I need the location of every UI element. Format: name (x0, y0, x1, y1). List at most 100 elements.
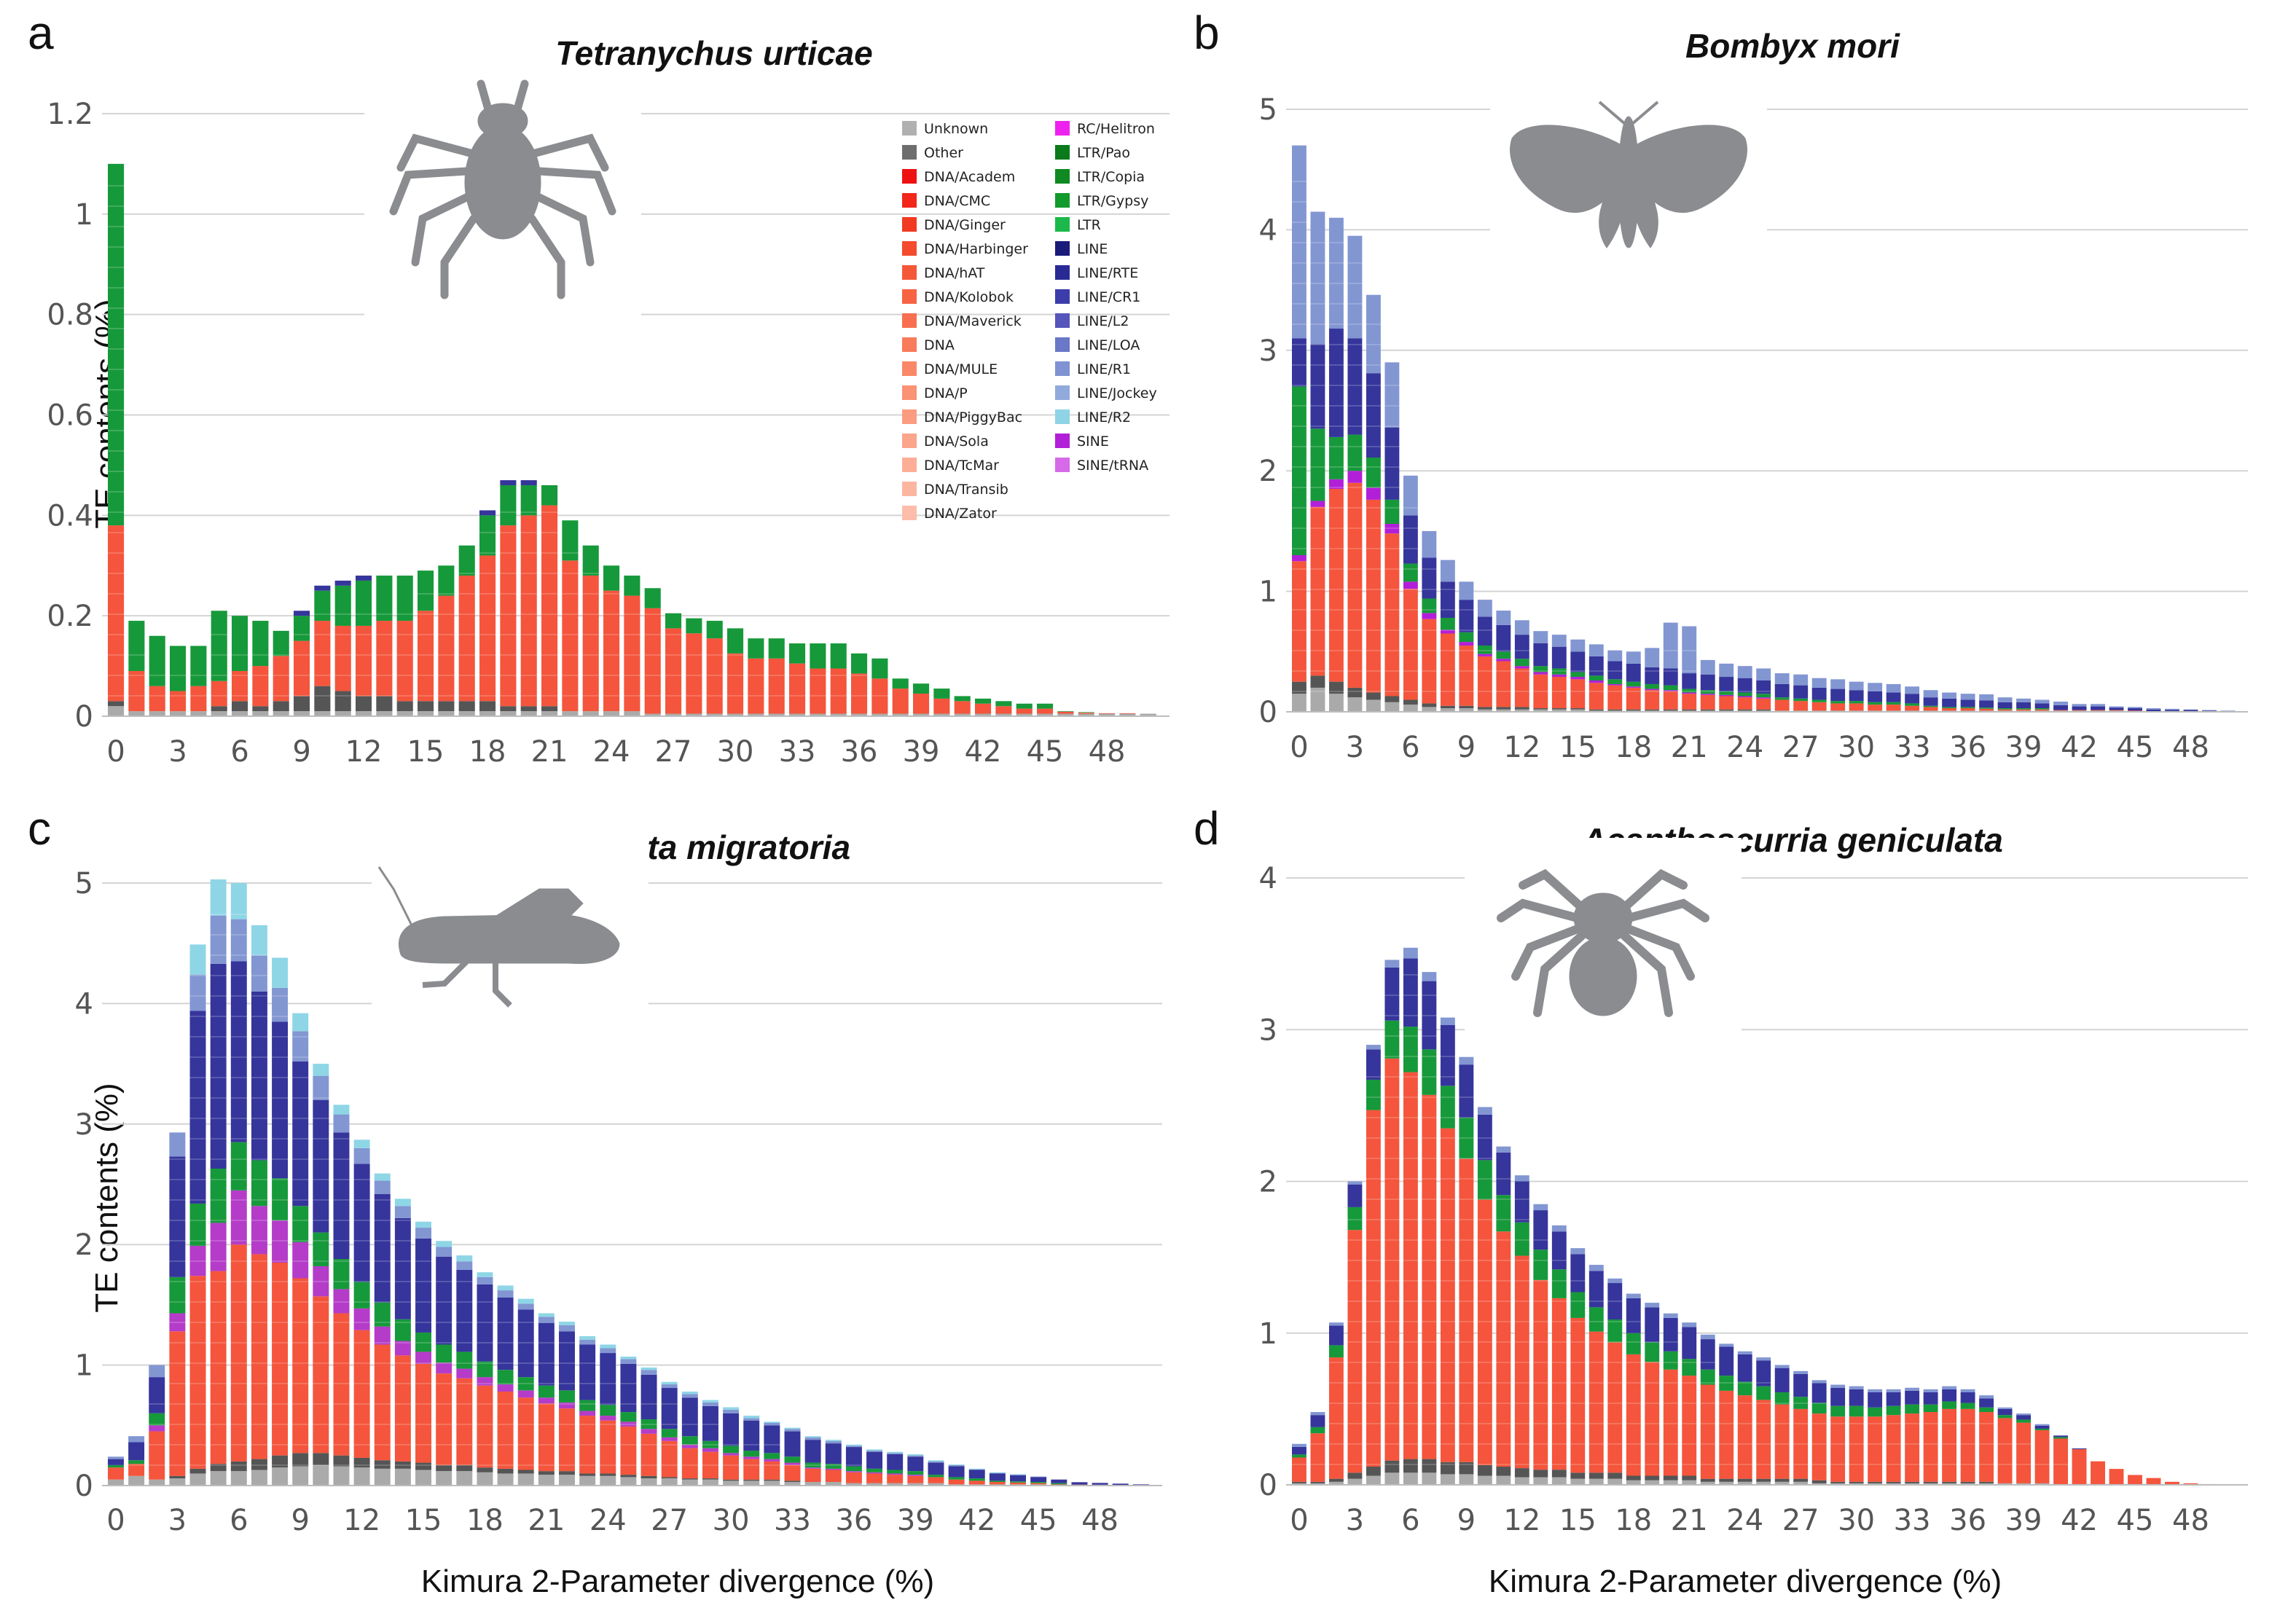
bar-segment (2034, 709, 2050, 711)
bar-segment (1533, 1279, 1548, 1470)
bar-segment (1328, 217, 1344, 329)
bar-segment (723, 1479, 740, 1481)
bar-segment (830, 643, 847, 669)
bar-segment (1366, 487, 1381, 500)
bar-segment (2091, 710, 2105, 711)
bar-segment (1366, 692, 1381, 700)
bar-segment (1682, 1322, 1697, 1327)
bar-segment (1477, 707, 1492, 710)
bar-segment (686, 633, 702, 714)
bar-segment (1849, 701, 1864, 704)
bar-segment (128, 1442, 145, 1461)
bar-segment (353, 1282, 370, 1309)
bar-segment (1477, 709, 1492, 712)
bar-segment (1849, 1483, 1864, 1485)
bar-segment (314, 686, 331, 712)
bar-segment (1477, 1199, 1492, 1465)
bar-stack (989, 1472, 1006, 1486)
bar-stack (436, 1241, 453, 1486)
bar-segment (686, 618, 702, 634)
bar-segment (418, 570, 434, 611)
bar-segment (1403, 1072, 1418, 1459)
bar-stack (804, 1436, 821, 1486)
bar-segment (169, 1132, 186, 1157)
bar-segment (436, 1471, 453, 1486)
bar-segment (292, 1241, 309, 1279)
y-tick-label: 2 (1259, 1166, 1277, 1199)
bar-segment (1037, 713, 1054, 716)
bar-segment (1551, 646, 1567, 669)
bar-segment (292, 1206, 309, 1242)
bar-segment (1328, 1481, 1344, 1485)
x-tick-label: 33 (779, 735, 816, 769)
bar-segment (579, 1411, 596, 1416)
bar-segment (1533, 643, 1548, 667)
bar-segment (538, 1397, 555, 1404)
bar-segment (1756, 1481, 1771, 1485)
bar-segment (1663, 690, 1678, 691)
bar-segment (1607, 709, 1623, 711)
bar-segment (1016, 708, 1033, 714)
legend-swatch (902, 313, 917, 328)
bar-segment (1588, 680, 1604, 683)
bar-stack (314, 585, 331, 716)
bar-segment (313, 1075, 329, 1100)
bar-segment (1551, 1470, 1567, 1478)
bar-segment (1016, 713, 1033, 716)
bar-segment (1310, 428, 1325, 501)
chart-a: 00.20.40.60.811.20 3 6 9 12 15 18 21 24 27 30 33 36 3… (47, 79, 1170, 769)
bar-segment (789, 713, 806, 716)
bar-segment (500, 485, 517, 526)
bar-stack (1756, 668, 1771, 712)
bar-segment (1440, 1086, 1455, 1129)
y-tick-label: 3 (1259, 1013, 1277, 1047)
bar-segment (477, 1272, 493, 1277)
bar-segment (995, 706, 1012, 714)
bar-segment (1830, 1405, 1846, 1417)
bar-segment (1588, 1265, 1604, 1271)
bar-segment (396, 576, 413, 621)
bar-segment (1514, 707, 1529, 710)
bar-segment (356, 576, 372, 581)
bar-segment (500, 525, 517, 707)
bar-segment (1737, 1478, 1752, 1482)
bar-stack (1645, 1303, 1660, 1485)
bar-segment (892, 713, 909, 716)
bar-segment (1347, 1230, 1363, 1473)
y-tick-label: 4 (1259, 213, 1277, 247)
legend-swatch (1055, 217, 1070, 232)
legend-swatch (1055, 241, 1070, 256)
bar-segment (603, 590, 620, 712)
x-tick-label: 27 (1782, 731, 1819, 764)
bar-segment (479, 555, 496, 702)
bar-segment (394, 1468, 411, 1486)
bar-stack (2072, 1448, 2087, 1485)
x-tick-label: 15 (407, 735, 444, 769)
bar-stack (1774, 1365, 1790, 1485)
bar-segment (538, 1403, 555, 1472)
bar-segment (1700, 674, 1715, 691)
legend: Unknown Other DNA/Academ DNA/CMC DNA/Ginger D… (902, 121, 1157, 522)
bar-segment (830, 668, 847, 714)
bar-segment (804, 1440, 821, 1463)
x-tick-label: 21 (1671, 731, 1708, 764)
bar-segment (1700, 709, 1715, 711)
bar-stack (562, 520, 579, 716)
bar-segment (1366, 1475, 1381, 1485)
bar-segment (313, 1464, 329, 1486)
bar-segment (620, 1412, 637, 1422)
bar-segment (2091, 706, 2105, 710)
bar-segment (1737, 696, 1752, 698)
bar-segment (2034, 699, 2050, 704)
bar-segment (1328, 489, 1344, 682)
legend-label: DNA (924, 337, 955, 353)
bar-segment (2202, 710, 2217, 711)
bar-segment (661, 1477, 678, 1479)
bar-stack (1960, 1389, 1975, 1485)
bar-segment (1868, 1407, 1883, 1417)
bar-stack (995, 701, 1012, 716)
bar-segment (333, 1466, 350, 1486)
bar-segment (170, 711, 187, 716)
bar-segment (1422, 1459, 1437, 1473)
bar-segment (1384, 1020, 1400, 1059)
